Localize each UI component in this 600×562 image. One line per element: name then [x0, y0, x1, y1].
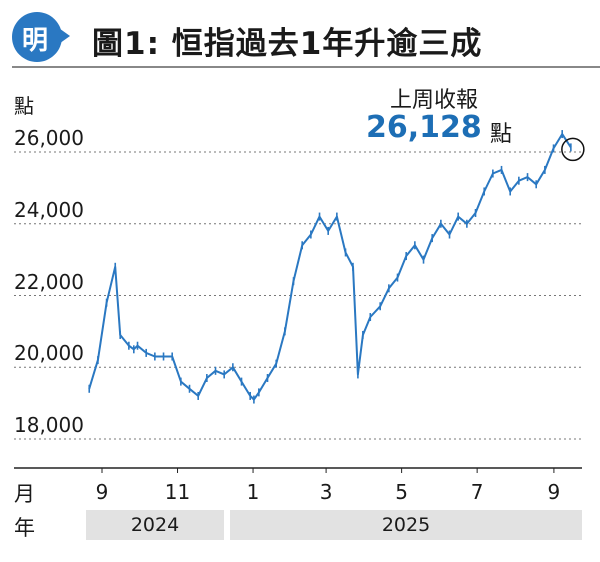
data-point [223, 370, 225, 379]
data-point [119, 330, 121, 339]
data-point [336, 212, 338, 221]
data-point [474, 208, 477, 217]
data-point [97, 356, 99, 365]
data-point [105, 298, 108, 307]
y-tick-label: 24,000 [14, 197, 84, 222]
data-point [535, 180, 537, 189]
data-point [431, 234, 433, 243]
year-row-label: 年 [14, 516, 35, 540]
data-point [232, 363, 234, 372]
year-band-2024: 2024 [86, 510, 224, 540]
data-point [171, 352, 173, 361]
x-tick-label: 3 [319, 480, 333, 504]
data-point [301, 241, 303, 250]
data-point [275, 359, 277, 368]
data-point [133, 345, 135, 354]
data-point [145, 348, 147, 357]
data-point [344, 248, 347, 257]
data-point [162, 352, 165, 361]
data-point [440, 219, 442, 228]
data-point [369, 313, 372, 322]
title-divider [12, 66, 600, 68]
last-close-marker [561, 137, 585, 162]
x-tick-label: 5 [395, 480, 408, 504]
x-tick-label: 7 [470, 480, 484, 504]
data-point [128, 341, 130, 350]
data-point [284, 327, 286, 336]
year-label-2024: 2024 [130, 514, 180, 536]
y-tick-label: 22,000 [14, 269, 84, 294]
data-point [136, 341, 139, 350]
data-point [327, 226, 329, 235]
month-row-label: 月 [14, 482, 35, 506]
data-point [180, 377, 182, 386]
x-tick-label: 1 [246, 480, 260, 504]
data-point [357, 370, 359, 379]
data-point [310, 230, 312, 239]
last-close-label: 上周收報 [390, 88, 479, 113]
data-point [396, 273, 399, 282]
chart-title: 圖1: 恒指過去1年升逾三成 [92, 26, 483, 62]
logo-text: 明 [22, 26, 49, 56]
year-band-2025: 2025 [230, 510, 582, 540]
data-point [214, 366, 217, 375]
data-point [197, 391, 199, 400]
year-label-2025: 2025 [381, 514, 431, 536]
y-tick-label: 20,000 [14, 341, 84, 366]
data-point [114, 262, 117, 271]
data-point [292, 277, 295, 286]
data-point [526, 173, 529, 182]
data-point [570, 143, 572, 152]
y-tick-label: 26,000 [14, 126, 84, 150]
data-point [249, 391, 251, 400]
data-point [561, 130, 563, 139]
data-point [414, 241, 416, 250]
data-point [266, 374, 269, 383]
data-point [518, 176, 520, 185]
data-point [379, 302, 381, 311]
data-point [500, 165, 503, 174]
y-axis-unit: 點 [14, 94, 34, 118]
data-point [552, 144, 555, 153]
data-point [258, 388, 260, 397]
data-point [240, 377, 243, 386]
title-row: 明 圖1: 恒指過去1年升逾三成 [12, 8, 588, 70]
x-tick-label: 11 [164, 480, 191, 504]
data-point [405, 252, 407, 261]
x-tick-label: 9 [547, 480, 561, 504]
data-point [483, 187, 485, 196]
data-point [352, 262, 354, 271]
x-tick-label: 9 [95, 480, 109, 504]
data-point [422, 255, 425, 264]
data-point [388, 284, 390, 293]
data-point [154, 352, 156, 361]
newspaper-logo: 明 [12, 12, 62, 62]
data-point [457, 212, 459, 221]
data-point [88, 384, 91, 393]
last-close-unit: 點 [490, 122, 513, 147]
logo-tail-icon [56, 26, 70, 46]
data-point [509, 187, 511, 196]
data-point [253, 395, 255, 404]
hsi-series-line [88, 133, 572, 401]
data-point [318, 212, 321, 221]
data-point [448, 230, 451, 239]
data-point [362, 330, 364, 339]
data-point [206, 374, 208, 383]
data-point [188, 384, 191, 393]
last-close-value: 26,128 [366, 110, 482, 145]
data-point [544, 165, 546, 174]
data-point [492, 169, 494, 178]
data-point [466, 219, 468, 228]
y-tick-label: 18,000 [14, 413, 84, 437]
